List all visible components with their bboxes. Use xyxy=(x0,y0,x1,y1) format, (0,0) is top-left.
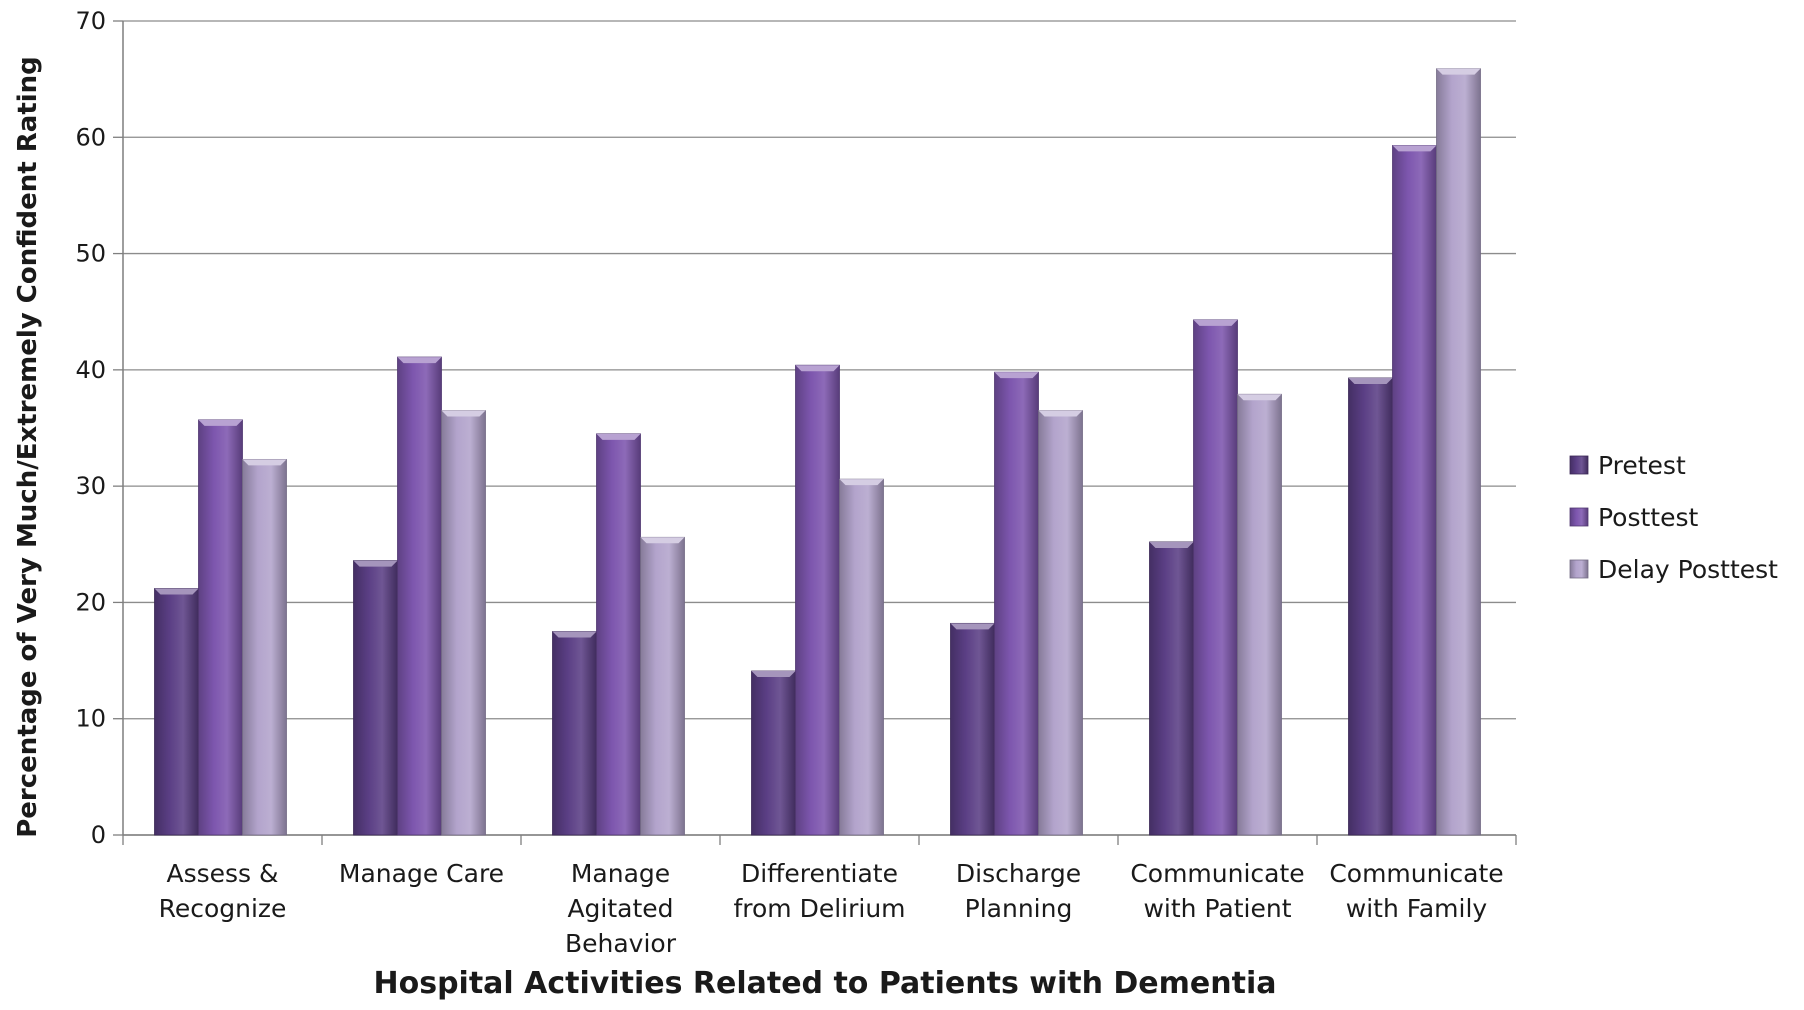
bar-bevel xyxy=(1348,377,1393,384)
bar-pretest xyxy=(751,670,796,836)
bar-bevel xyxy=(1193,319,1238,326)
legend-label: Delay Posttest xyxy=(1598,555,1778,584)
bar-delay-posttest xyxy=(1038,410,1083,836)
bar-bevel xyxy=(1237,394,1282,401)
bar-bevel xyxy=(397,357,442,364)
bar-posttest xyxy=(994,371,1039,836)
y-tick-label: 70 xyxy=(75,7,106,35)
bar-delay-posttest xyxy=(1237,393,1282,836)
legend-swatch xyxy=(1569,559,1589,579)
x-category-label: from Delirium xyxy=(733,894,905,923)
bar-bevel xyxy=(1149,541,1194,548)
x-category-label: Assess & xyxy=(166,859,278,888)
bar-bevel xyxy=(441,410,486,417)
bar-pretest xyxy=(552,631,597,836)
y-axis-title: Percentage of Very Much/Extremely Confid… xyxy=(13,56,43,838)
bar-bevel xyxy=(198,419,243,426)
bar-delay-posttest xyxy=(441,410,486,836)
y-tick-label: 50 xyxy=(75,240,106,268)
x-category-label: Agitated xyxy=(567,894,673,923)
y-tick-label: 30 xyxy=(75,472,106,500)
bar-posttest xyxy=(795,364,840,836)
x-axis-title: Hospital Activities Related to Patients … xyxy=(374,966,1277,1001)
x-category-label: Manage xyxy=(571,859,670,888)
x-category-label: Differentiate xyxy=(741,859,898,888)
bar-posttest xyxy=(198,419,243,836)
y-tick-label: 20 xyxy=(75,588,106,616)
x-category-label: Behavior xyxy=(565,929,677,958)
x-category-label: with Patient xyxy=(1143,894,1291,923)
bar-bevel xyxy=(640,537,685,544)
bar-delay-posttest xyxy=(1436,68,1481,836)
x-category-label: Communicate xyxy=(1329,859,1503,888)
bar-bevel xyxy=(950,623,995,630)
bar-posttest xyxy=(596,433,641,836)
bar-posttest xyxy=(1193,319,1238,836)
bar-delay-posttest xyxy=(640,536,685,836)
bar-bevel xyxy=(353,560,398,567)
bar-posttest xyxy=(397,356,442,836)
x-category-label: Manage Care xyxy=(339,859,504,888)
bar-delay-posttest xyxy=(839,478,884,836)
bar-bevel xyxy=(154,588,199,595)
y-tick-label: 0 xyxy=(91,821,106,849)
bar-bevel xyxy=(994,372,1039,379)
bar-pretest xyxy=(353,560,398,836)
y-tick-label: 10 xyxy=(75,705,106,733)
bar-bevel xyxy=(552,631,597,638)
bar-bevel xyxy=(1392,145,1437,152)
x-category-label: with Family xyxy=(1346,894,1488,923)
x-category-label: Recognize xyxy=(159,894,287,923)
x-category-label: Discharge xyxy=(956,859,1081,888)
bar-bevel xyxy=(1038,410,1083,417)
legend-swatch xyxy=(1569,507,1589,527)
legend-label: Posttest xyxy=(1598,503,1699,532)
x-category-label: Communicate xyxy=(1130,859,1304,888)
bar-posttest xyxy=(1392,145,1437,836)
legend-swatch xyxy=(1569,455,1589,475)
y-tick-label: 40 xyxy=(75,356,106,384)
bar-bevel xyxy=(795,365,840,372)
bar-pretest xyxy=(1149,541,1194,836)
legend-label: Pretest xyxy=(1598,451,1686,480)
bar-pretest xyxy=(950,622,995,836)
bar-bevel xyxy=(839,479,884,486)
bar-pretest xyxy=(1348,377,1393,836)
y-tick-label: 60 xyxy=(75,123,106,151)
bar-delay-posttest xyxy=(242,458,287,836)
bar-pretest xyxy=(154,588,199,836)
bar-bevel xyxy=(242,459,287,466)
x-category-label: Planning xyxy=(965,894,1073,923)
bar-bevel xyxy=(596,433,641,440)
bar-bevel xyxy=(751,671,796,678)
bar-bevel xyxy=(1436,68,1481,75)
